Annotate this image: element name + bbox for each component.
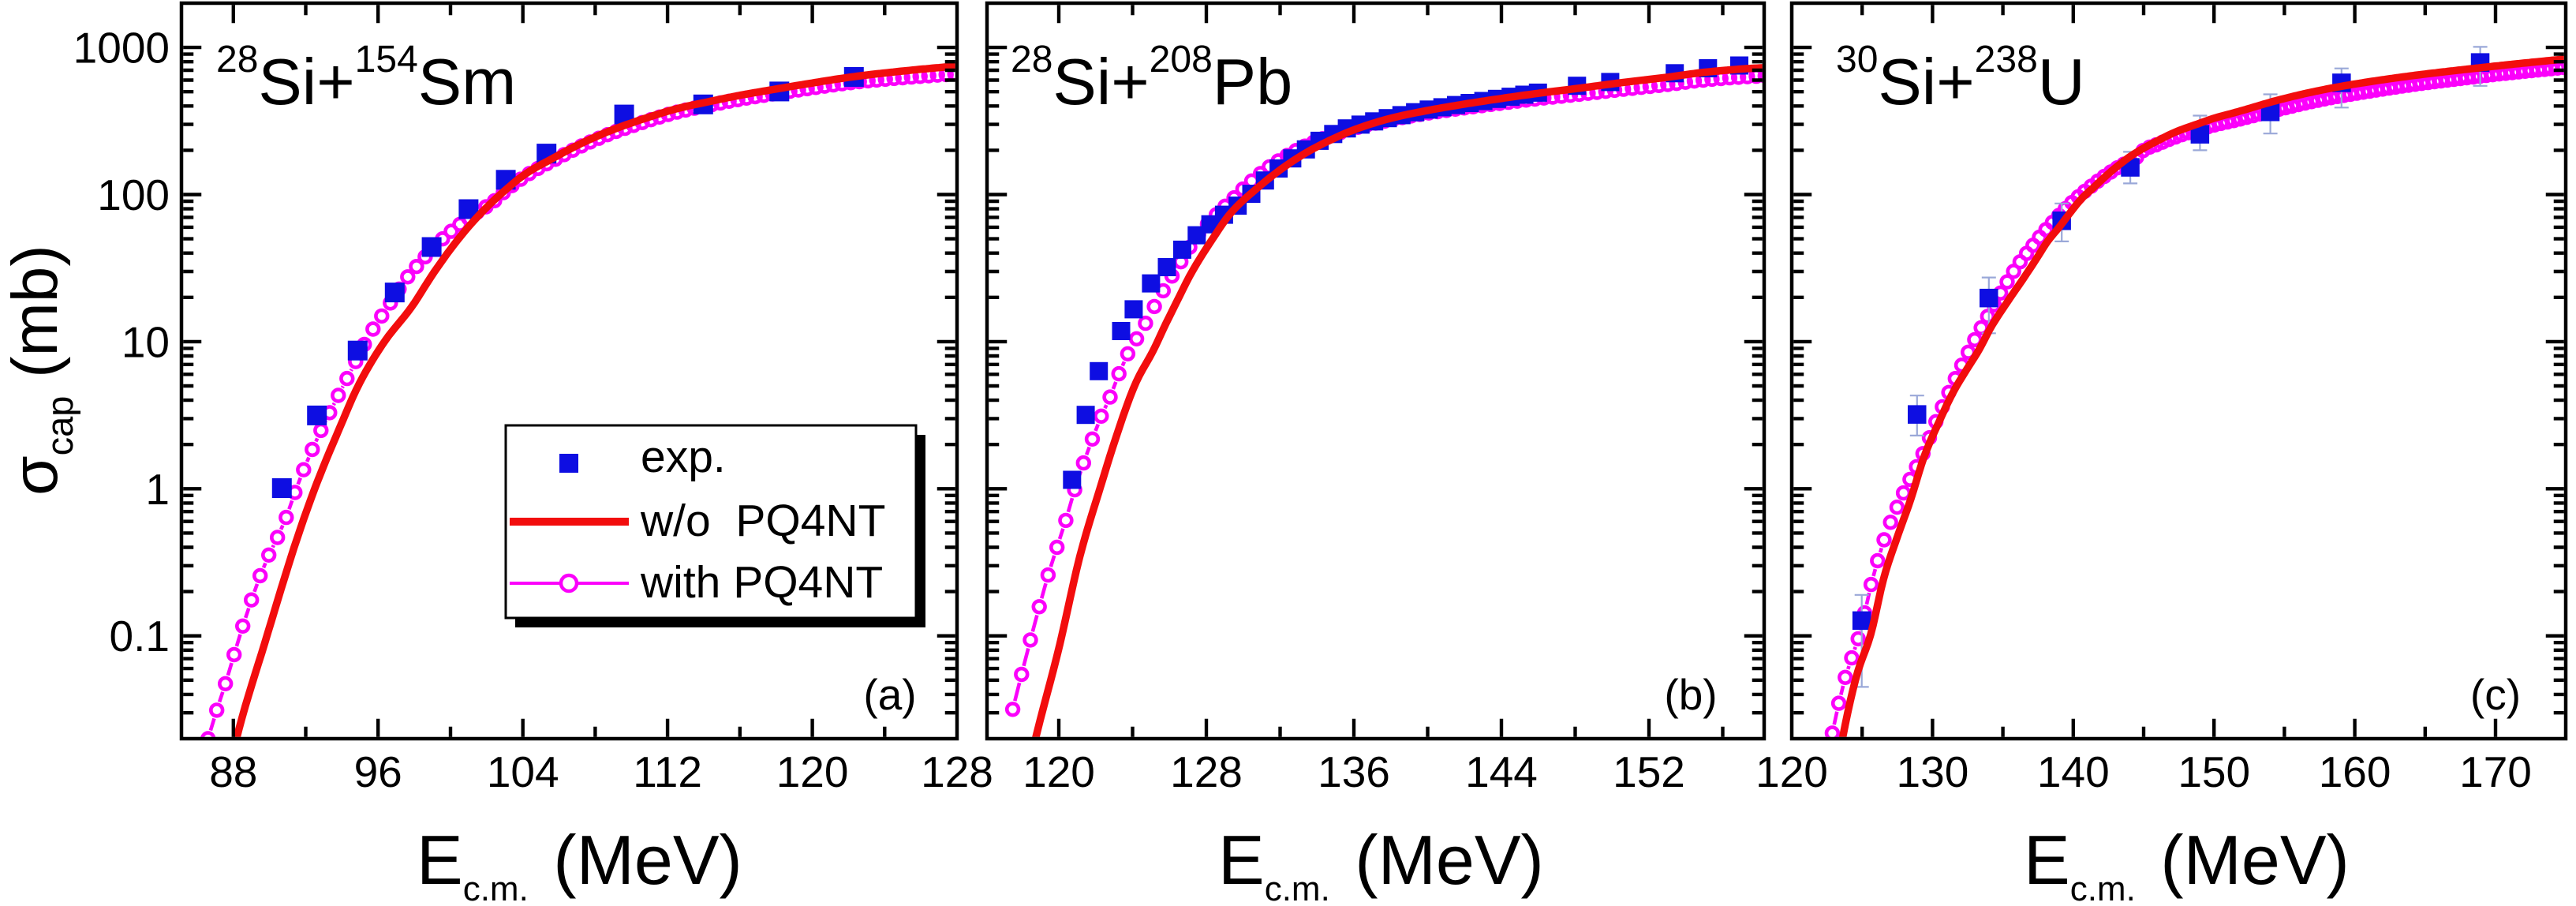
svg-text:112: 112 [633,747,702,796]
svg-text:120: 120 [776,747,849,796]
svg-text:88: 88 [209,747,257,796]
svg-text:120: 120 [1023,747,1095,796]
svg-text:104: 104 [487,747,559,796]
svg-text:170: 170 [2459,747,2532,796]
svg-text:(c): (c) [2470,670,2521,719]
svg-text:(b): (b) [1664,670,1717,719]
svg-text:10: 10 [122,317,170,366]
svg-text:w/o PQ4NT: w/o PQ4NT [640,496,885,546]
svg-text:96: 96 [354,747,402,796]
svg-text:130: 130 [1897,747,1969,796]
svg-text:30Si+238U: 30Si+238U [1836,39,2085,118]
svg-text:0.1: 0.1 [110,612,170,661]
svg-text:120: 120 [1755,747,1828,796]
svg-text:(a): (a) [863,670,916,719]
svg-text:exp.: exp. [641,432,726,482]
svg-text:28Si+154Sm: 28Si+154Sm [216,39,516,118]
svg-text:128: 128 [921,747,993,796]
svg-text:152: 152 [1613,747,1685,796]
svg-text:100: 100 [97,170,170,219]
svg-text:1000: 1000 [73,24,170,73]
svg-text:150: 150 [2178,747,2250,796]
svg-text:136: 136 [1318,747,1390,796]
svg-text:140: 140 [2037,747,2110,796]
svg-text:128: 128 [1170,747,1243,796]
svg-text:1: 1 [145,465,170,514]
svg-text:160: 160 [2319,747,2391,796]
svg-text:28Si+208Pb: 28Si+208Pb [1011,39,1292,118]
svg-text:σcap (mb): σcap (mb) [0,245,80,496]
svg-text:144: 144 [1465,747,1538,796]
svg-text:with PQ4NT: with PQ4NT [640,557,883,608]
svg-text:Ec.m. (MeV): Ec.m. (MeV) [1218,821,1544,906]
